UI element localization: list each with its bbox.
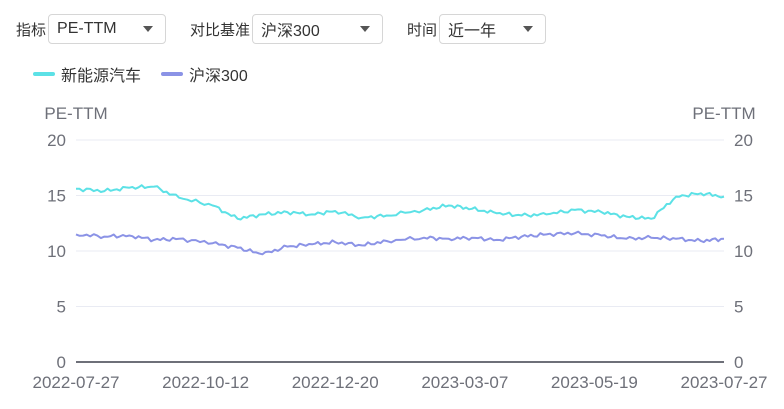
x-tick-label: 2023-07-27 bbox=[681, 373, 768, 392]
legend-label: 新能源汽车 bbox=[61, 68, 142, 85]
legend-swatch bbox=[33, 72, 55, 76]
y-tick-label-right: 10 bbox=[734, 242, 753, 261]
x-tick-label: 2022-12-20 bbox=[292, 373, 379, 392]
filter-bar: 指标 PE-TTM 对比基准 沪深300 时间 近一年 bbox=[10, 13, 564, 45]
time-range-select[interactable]: 近一年 bbox=[439, 14, 547, 44]
y-tick-label-left: 20 bbox=[47, 131, 66, 150]
benchmark-select-value: 沪深300 bbox=[261, 23, 320, 40]
y-tick-label-left: 0 bbox=[57, 353, 66, 372]
series-line-2 bbox=[75, 230, 725, 256]
y-tick-label-left: 15 bbox=[47, 187, 66, 206]
legend-item-series-2[interactable]: 沪深300 bbox=[161, 62, 248, 86]
y-tick-label-right: 5 bbox=[734, 298, 743, 317]
chart-legend: 新能源汽车 沪深300 bbox=[33, 62, 268, 86]
benchmark-label: 对比基准 bbox=[190, 21, 251, 39]
benchmark-select[interactable]: 沪深300 bbox=[252, 14, 384, 44]
y-tick-label-right: 20 bbox=[734, 131, 753, 150]
x-tick-label: 2023-03-07 bbox=[421, 373, 508, 392]
series-line-1 bbox=[76, 184, 725, 221]
x-tick-label: 2023-05-19 bbox=[551, 373, 638, 392]
axes: 0 0 5 5 10 10 15 15 20 20 2022-07-27 2022-10-12 2022… bbox=[33, 131, 768, 392]
y-axis-title-right: PE-TTM bbox=[692, 104, 755, 123]
metric-select-value: PE-TTM bbox=[57, 20, 117, 37]
legend-label: 沪深300 bbox=[189, 68, 248, 85]
chevron-down-icon bbox=[143, 26, 154, 32]
legend-swatch bbox=[161, 72, 184, 76]
metric-select[interactable]: PE-TTM bbox=[48, 14, 167, 44]
metric-label: 指标 bbox=[16, 21, 47, 39]
y-tick-label-left: 5 bbox=[57, 298, 66, 317]
grid-lines bbox=[76, 139, 724, 307]
time-label: 时间 bbox=[407, 21, 438, 39]
x-tick-label: 2022-10-12 bbox=[162, 373, 249, 392]
y-tick-label-right: 0 bbox=[734, 353, 743, 372]
y-tick-label-right: 15 bbox=[734, 187, 753, 206]
chevron-down-icon bbox=[523, 26, 534, 32]
chevron-down-icon bbox=[360, 26, 371, 32]
y-tick-label-left: 10 bbox=[47, 242, 66, 261]
y-axis-title-left: PE-TTM bbox=[44, 104, 107, 123]
time-range-select-value: 近一年 bbox=[448, 23, 497, 40]
series-lines bbox=[75, 184, 725, 256]
legend-item-series-1[interactable]: 新能源汽车 bbox=[33, 62, 141, 86]
x-tick-label: 2022-07-27 bbox=[33, 373, 120, 392]
